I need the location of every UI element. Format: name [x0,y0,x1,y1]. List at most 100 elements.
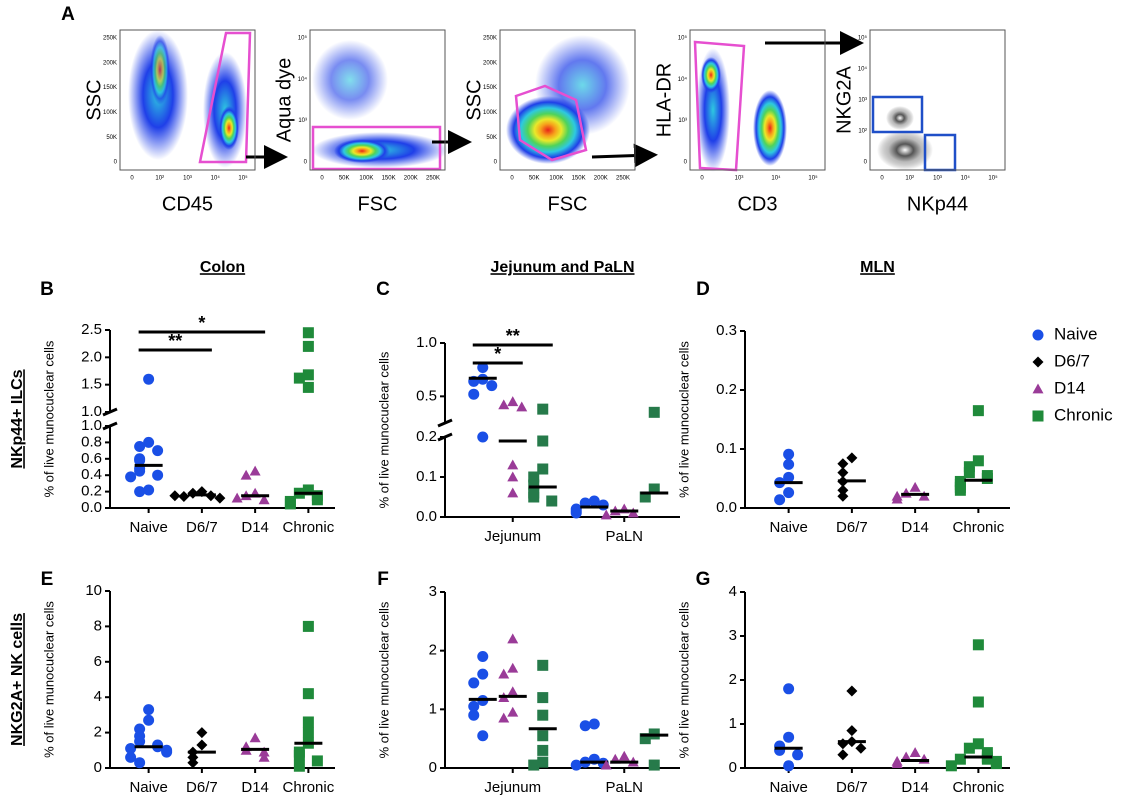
flow-x-tick: 10⁴ [961,175,971,182]
dot [468,388,480,400]
flow-y-tick: 100K [103,110,117,116]
y-tick-label: 2 [94,724,102,741]
y-tick-label: 10 [85,582,102,599]
flow-x-tick: 10⁵ [988,175,998,182]
dot [486,380,498,392]
dot [774,494,786,506]
dot [507,706,519,717]
dot [528,471,540,483]
dot [891,758,903,768]
dot [477,668,489,680]
flow-x-tick: 250K [426,176,440,182]
flow-y-tick: 0 [494,160,498,166]
flow-x-tick: 10⁴ [771,175,781,182]
flow-x-tick: 200K [404,176,418,182]
dot [302,340,314,352]
dot [855,742,867,754]
dot [249,732,261,743]
dot [981,753,993,765]
dot [537,744,549,756]
y-tick-label: 0.0 [416,508,437,525]
legend-marker [1032,383,1044,394]
x-tick-label: Naive [769,779,807,796]
flow-x-label: FSC [548,193,588,215]
dot [231,492,243,503]
y-tick-label: 0.8 [81,433,102,450]
flow-y-tick: 150K [103,85,117,91]
dot [846,685,858,697]
panel-letter: C [376,279,390,300]
dot [792,749,804,761]
y-tick-label: 4 [729,583,737,600]
dot [196,727,208,739]
dot [293,372,305,384]
dot [125,751,137,763]
dot [963,467,975,479]
y-tick-label: 1.0 [416,334,437,351]
y-axis-label: % of live munocuclear cells [376,601,391,758]
dot [639,733,651,745]
legend-label: Naive [1054,324,1097,343]
dot [648,483,660,495]
x-tick-label: Naive [129,779,167,796]
x-tick-label: Jejunum [484,528,541,545]
dot [302,727,314,739]
dot [600,509,612,520]
flow-y-label: Aqua dye [273,58,295,143]
legend-label: D6/7 [1054,351,1090,370]
x-tick-label: D14 [241,519,269,536]
y-tick-label: 0.4 [81,466,102,483]
dot [143,436,155,448]
dot [954,753,966,765]
y-tick-label: 0.5 [416,387,437,404]
flow-y-tick: 0 [864,160,868,166]
dot [302,688,314,700]
flow-frame [119,29,256,171]
flow-y-tick: 10³ [678,118,687,124]
x-tick-label: PaLN [605,779,643,796]
flow-x-tick: 100K [359,176,373,182]
dot [600,759,612,770]
flow-y-tick: 250K [483,36,497,42]
y-tick-label: 0.0 [716,499,737,516]
dot [507,471,519,482]
flow-y-label: SSC [83,79,105,120]
x-tick-label: D6/7 [186,779,218,796]
y-tick-label: 0.2 [716,381,737,398]
flow-x-tick: 50K [339,176,350,182]
dot [783,731,795,743]
flow-y-label: HLA-DR [653,63,675,137]
flow-y-label: SSC [463,79,485,120]
dot [783,471,795,483]
column-title: Colon [200,259,245,276]
dot [293,750,305,762]
y-tick-label: 0.6 [81,450,102,467]
dot [477,730,489,742]
dot [302,620,314,632]
y-tick-label: 0 [429,759,437,776]
significance-label: * [494,344,501,364]
dot [963,742,975,754]
y-tick-label: 8 [94,617,102,634]
flow-x-tick: 10⁵ [238,175,248,182]
panel-letter: A [61,4,75,25]
dot [477,651,489,663]
y-axis-label: % of live munocuclear cells [676,341,691,498]
flow-x-tick: 0 [510,176,514,182]
dot [537,756,549,768]
dot [125,743,137,755]
dot [570,759,582,771]
dot [963,461,975,473]
dot [302,381,314,393]
y-tick-label: 4 [94,688,102,705]
dot [846,725,858,737]
dot [891,493,903,504]
flow-graphics [128,30,957,172]
dot [537,730,549,742]
flow-y-tick: 150K [483,85,497,91]
dot [900,751,912,762]
dot [187,757,199,769]
flow-x-tick: 0 [130,176,134,182]
